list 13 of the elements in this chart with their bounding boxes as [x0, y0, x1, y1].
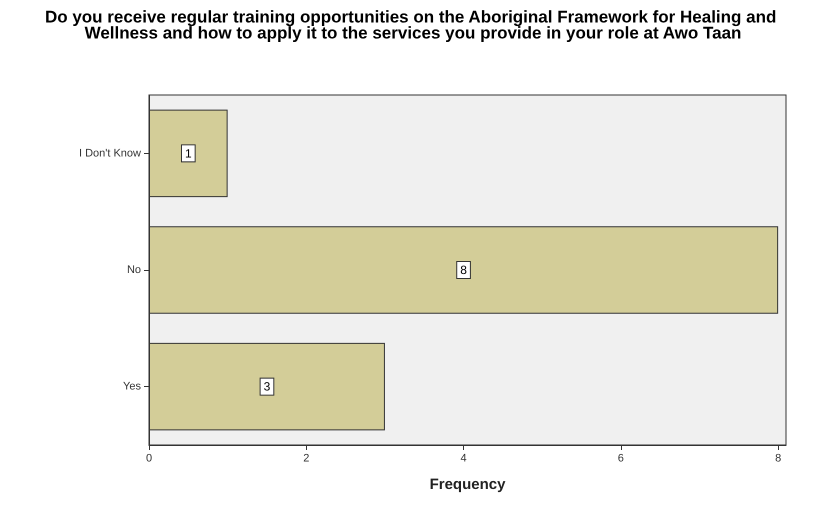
data-label: 3 — [264, 380, 271, 394]
x-tick-label: 6 — [618, 452, 624, 464]
y-tick-label: No — [126, 264, 141, 276]
x-axis-title: Frequency — [430, 476, 506, 493]
data-label: 1 — [184, 146, 192, 160]
x-tick-label: 0 — [146, 452, 152, 464]
chart-title: Do you receive regular training opportunities on the Aboriginal Framework for Healing and Wellness and how to apply it to the services you provide in your role at Awo Taan — [44, 8, 782, 42]
data-label: 8 — [460, 263, 468, 277]
y-tick-label: I Don't Know — [78, 147, 142, 160]
y-tick-label: Yes — [123, 380, 142, 393]
x-tick-label: 8 — [775, 452, 782, 464]
x-tick-label: 4 — [460, 452, 467, 464]
x-tick-label: 2 — [303, 452, 310, 464]
